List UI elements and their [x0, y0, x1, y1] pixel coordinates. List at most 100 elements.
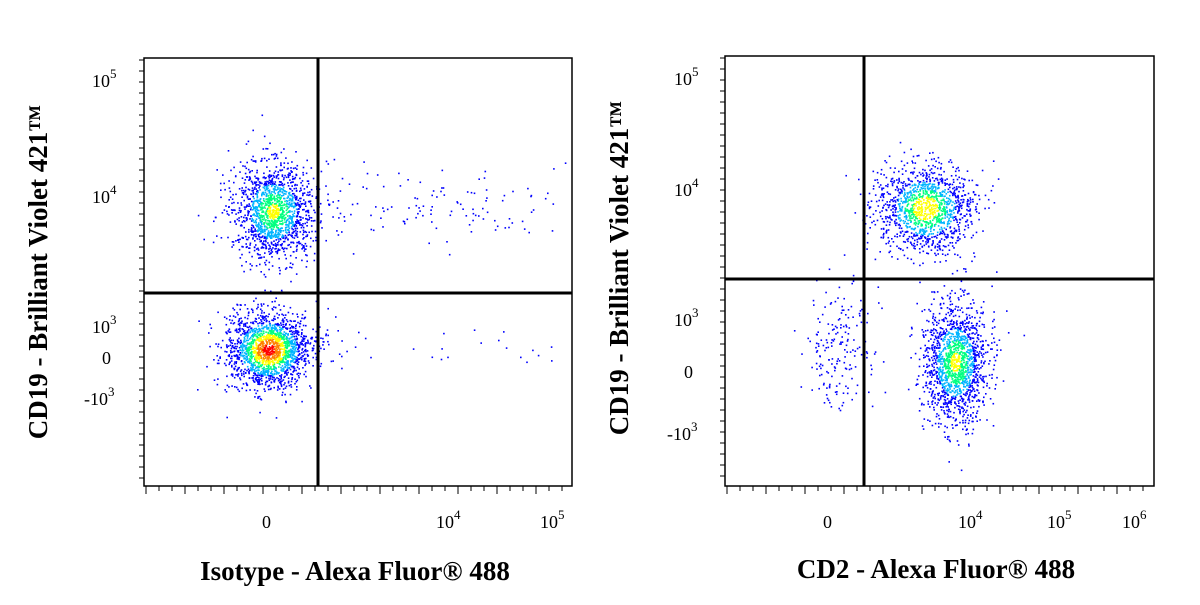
event-dot — [269, 205, 271, 207]
event-dot — [238, 212, 240, 214]
event-dot — [300, 188, 302, 190]
event-dot — [241, 196, 243, 198]
event-dot — [925, 207, 927, 209]
event-dot — [887, 204, 889, 206]
event-dot — [261, 158, 263, 160]
event-dot — [260, 319, 262, 321]
event-dot — [260, 398, 262, 400]
event-dot — [475, 215, 477, 217]
event-dot — [296, 190, 298, 192]
event-dot — [272, 325, 274, 327]
event-dot — [247, 215, 249, 217]
event-dot — [939, 209, 941, 211]
event-dot — [311, 231, 313, 233]
event-dot — [259, 344, 261, 346]
event-dot — [287, 360, 289, 362]
event-dot — [886, 231, 888, 233]
event-dot — [288, 234, 290, 236]
event-dot — [229, 361, 231, 363]
event-dot — [288, 232, 290, 234]
event-dot — [923, 199, 925, 201]
event-dot — [893, 241, 895, 243]
event-dot — [279, 388, 281, 390]
event-dot — [897, 236, 899, 238]
event-dot — [262, 368, 264, 370]
event-dot — [275, 338, 277, 340]
event-dot — [924, 188, 926, 190]
event-dot — [254, 181, 256, 183]
event-dot — [952, 237, 954, 239]
event-dot — [247, 343, 249, 345]
event-dot — [290, 384, 292, 386]
event-dot — [323, 341, 325, 343]
event-dot — [264, 274, 266, 276]
event-dot — [922, 197, 924, 199]
event-dot — [234, 210, 236, 212]
event-dot — [959, 206, 961, 208]
event-dot — [276, 166, 278, 168]
event-dot — [254, 369, 256, 371]
event-dot — [250, 322, 252, 324]
event-dot — [229, 339, 231, 341]
event-dot — [253, 219, 255, 221]
event-dot — [266, 160, 268, 162]
event-dot — [262, 334, 264, 336]
event-dot — [962, 420, 964, 422]
event-dot — [273, 154, 275, 156]
event-dot — [912, 194, 914, 196]
event-dot — [404, 223, 406, 225]
event-dot — [225, 365, 227, 367]
event-dot — [276, 340, 278, 342]
event-dot — [305, 349, 307, 351]
event-dot — [283, 357, 285, 359]
event-dot — [307, 350, 309, 352]
event-dot — [233, 182, 235, 184]
event-dot — [230, 170, 232, 172]
event-dot — [230, 197, 232, 199]
event-dot — [275, 251, 277, 253]
event-dot — [255, 343, 257, 345]
event-dot — [240, 161, 242, 163]
event-dot — [240, 318, 242, 320]
event-dot — [978, 195, 980, 197]
event-dot — [241, 350, 243, 352]
event-dot — [280, 223, 282, 225]
event-dot — [880, 184, 882, 186]
event-dot — [927, 352, 929, 354]
event-dot — [413, 348, 415, 350]
event-dot — [297, 364, 299, 366]
event-dot — [245, 243, 247, 245]
event-dot — [947, 223, 949, 225]
event-dot — [302, 367, 304, 369]
event-dot — [230, 221, 232, 223]
event-dot — [241, 204, 243, 206]
event-dot — [308, 215, 310, 217]
event-dot — [270, 338, 272, 340]
event-dot — [935, 236, 937, 238]
event-dot — [457, 202, 459, 204]
event-dot — [943, 383, 945, 385]
event-dot — [262, 318, 264, 320]
event-dot — [1008, 332, 1010, 334]
event-dot — [298, 368, 300, 370]
event-dot — [949, 187, 951, 189]
event-dot — [241, 373, 243, 375]
event-dot — [258, 222, 260, 224]
event-dot — [900, 198, 902, 200]
event-dot — [233, 351, 235, 353]
event-dot — [442, 170, 444, 172]
event-dot — [262, 115, 264, 117]
event-dot — [261, 325, 263, 327]
event-dot — [923, 193, 925, 195]
event-dot — [233, 368, 235, 370]
event-dot — [888, 193, 890, 195]
event-dot — [285, 345, 287, 347]
event-dot — [962, 187, 964, 189]
event-dot — [315, 240, 317, 242]
event-dot — [266, 260, 268, 262]
event-dot — [943, 210, 945, 212]
event-dot — [312, 357, 314, 359]
event-dot — [285, 341, 287, 343]
event-dot — [973, 191, 975, 193]
event-dot — [928, 176, 930, 178]
